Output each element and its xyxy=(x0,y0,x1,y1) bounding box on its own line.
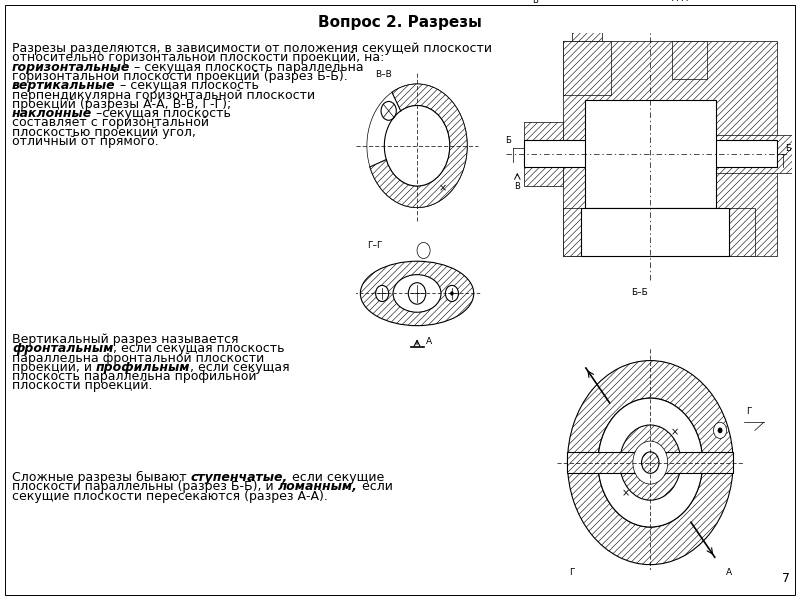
Text: ×: × xyxy=(439,184,447,194)
Circle shape xyxy=(381,101,396,120)
Text: горизонтальной плоскости проекций (разрез Б-Б).: горизонтальной плоскости проекций (разре… xyxy=(12,70,348,83)
Text: плоскости проекций.: плоскости проекций. xyxy=(12,379,153,392)
Circle shape xyxy=(384,106,450,186)
Bar xyxy=(572,20,602,41)
Text: перпендикулярна горизонтальной плоскости: перпендикулярна горизонтальной плоскости xyxy=(12,88,315,101)
Bar xyxy=(711,135,798,173)
Circle shape xyxy=(446,286,458,301)
Text: Б: Б xyxy=(505,136,510,145)
Text: Г: Г xyxy=(746,407,752,416)
Text: , если секущая: , если секущая xyxy=(190,361,290,374)
Text: отличный от прямого.: отличный от прямого. xyxy=(12,135,158,148)
Text: плоскость параллельна профильной: плоскость параллельна профильной xyxy=(12,370,257,383)
Text: ступенчатые,: ступенчатые, xyxy=(190,471,288,484)
Text: , если секущая плоскость: , если секущая плоскость xyxy=(114,342,285,355)
Text: ломанным,: ломанным, xyxy=(278,480,358,493)
Circle shape xyxy=(633,441,668,484)
Text: относительно горизонтальной плоскости проекций, на:: относительно горизонтальной плоскости пр… xyxy=(12,51,384,64)
Text: ×: × xyxy=(671,427,679,437)
Circle shape xyxy=(638,446,663,479)
Ellipse shape xyxy=(360,261,474,326)
Text: фронтальным: фронтальным xyxy=(12,342,114,355)
Text: Б–Б: Б–Б xyxy=(631,288,648,297)
Text: Разрезы разделяются, в зависимости от положения секущей плоскости: Разрезы разделяются, в зависимости от по… xyxy=(12,42,492,55)
Wedge shape xyxy=(365,90,417,168)
Text: А: А xyxy=(726,568,732,577)
Wedge shape xyxy=(567,361,733,565)
Circle shape xyxy=(450,291,454,296)
Text: наклонные: наклонные xyxy=(12,107,92,120)
Text: Вопрос 2. Разрезы: Вопрос 2. Разрезы xyxy=(318,15,482,30)
Text: горизонтальные: горизонтальные xyxy=(12,61,130,74)
Text: проекций (разрезы А-А, В-В, Г-Г);: проекций (разрезы А-А, В-В, Г-Г); xyxy=(12,98,231,111)
Text: секущие плоскости пересекаются (разрез А-А).: секущие плоскости пересекаются (разрез А… xyxy=(12,490,328,503)
Text: В–В: В–В xyxy=(376,70,392,79)
Text: Б: Б xyxy=(786,144,791,153)
Circle shape xyxy=(718,428,722,433)
Text: профильным: профильным xyxy=(96,361,190,374)
Text: параллельна фронтальной плоскости: параллельна фронтальной плоскости xyxy=(12,352,264,365)
Text: В: В xyxy=(514,182,520,191)
Text: вертикальные: вертикальные xyxy=(12,79,116,92)
Text: проекций, и: проекций, и xyxy=(12,361,96,374)
Bar xyxy=(581,208,729,256)
Bar xyxy=(672,41,707,79)
Bar xyxy=(563,41,777,256)
Text: ×: × xyxy=(622,488,630,498)
Text: Г–Г: Г–Г xyxy=(367,241,382,250)
Bar xyxy=(524,122,563,186)
Bar xyxy=(585,100,716,208)
Text: А: А xyxy=(426,337,432,346)
Wedge shape xyxy=(620,425,681,500)
Bar xyxy=(524,140,777,167)
Text: – секущая плоскость параллельна: – секущая плоскость параллельна xyxy=(130,61,364,74)
Ellipse shape xyxy=(393,275,441,312)
Text: 7: 7 xyxy=(782,572,790,585)
Circle shape xyxy=(714,422,726,439)
Circle shape xyxy=(408,283,426,304)
Text: составляет с горизонтальной: составляет с горизонтальной xyxy=(12,116,209,130)
Bar xyxy=(563,208,755,256)
Bar xyxy=(567,452,733,473)
Wedge shape xyxy=(367,84,467,208)
Text: В: В xyxy=(532,0,538,5)
Text: А–А: А–А xyxy=(672,0,689,4)
Text: если секущие: если секущие xyxy=(288,471,384,484)
Bar xyxy=(563,41,611,95)
Text: плоскости параллельны (разрез Б-Б), и: плоскости параллельны (разрез Б-Б), и xyxy=(12,480,278,493)
Circle shape xyxy=(598,398,702,527)
Text: Вертикальный разрез называется: Вертикальный разрез называется xyxy=(12,333,238,346)
Circle shape xyxy=(376,286,389,301)
Circle shape xyxy=(642,452,659,473)
Text: если: если xyxy=(358,480,392,493)
Text: –секущая плоскость: –секущая плоскость xyxy=(92,107,231,120)
Text: Г: Г xyxy=(569,568,574,577)
Text: Сложные разрезы бывают: Сложные разрезы бывают xyxy=(12,471,190,484)
Text: плоскостью проекций угол,: плоскостью проекций угол, xyxy=(12,125,196,139)
Circle shape xyxy=(638,446,663,479)
Text: – секущая плоскость: – секущая плоскость xyxy=(116,79,258,92)
